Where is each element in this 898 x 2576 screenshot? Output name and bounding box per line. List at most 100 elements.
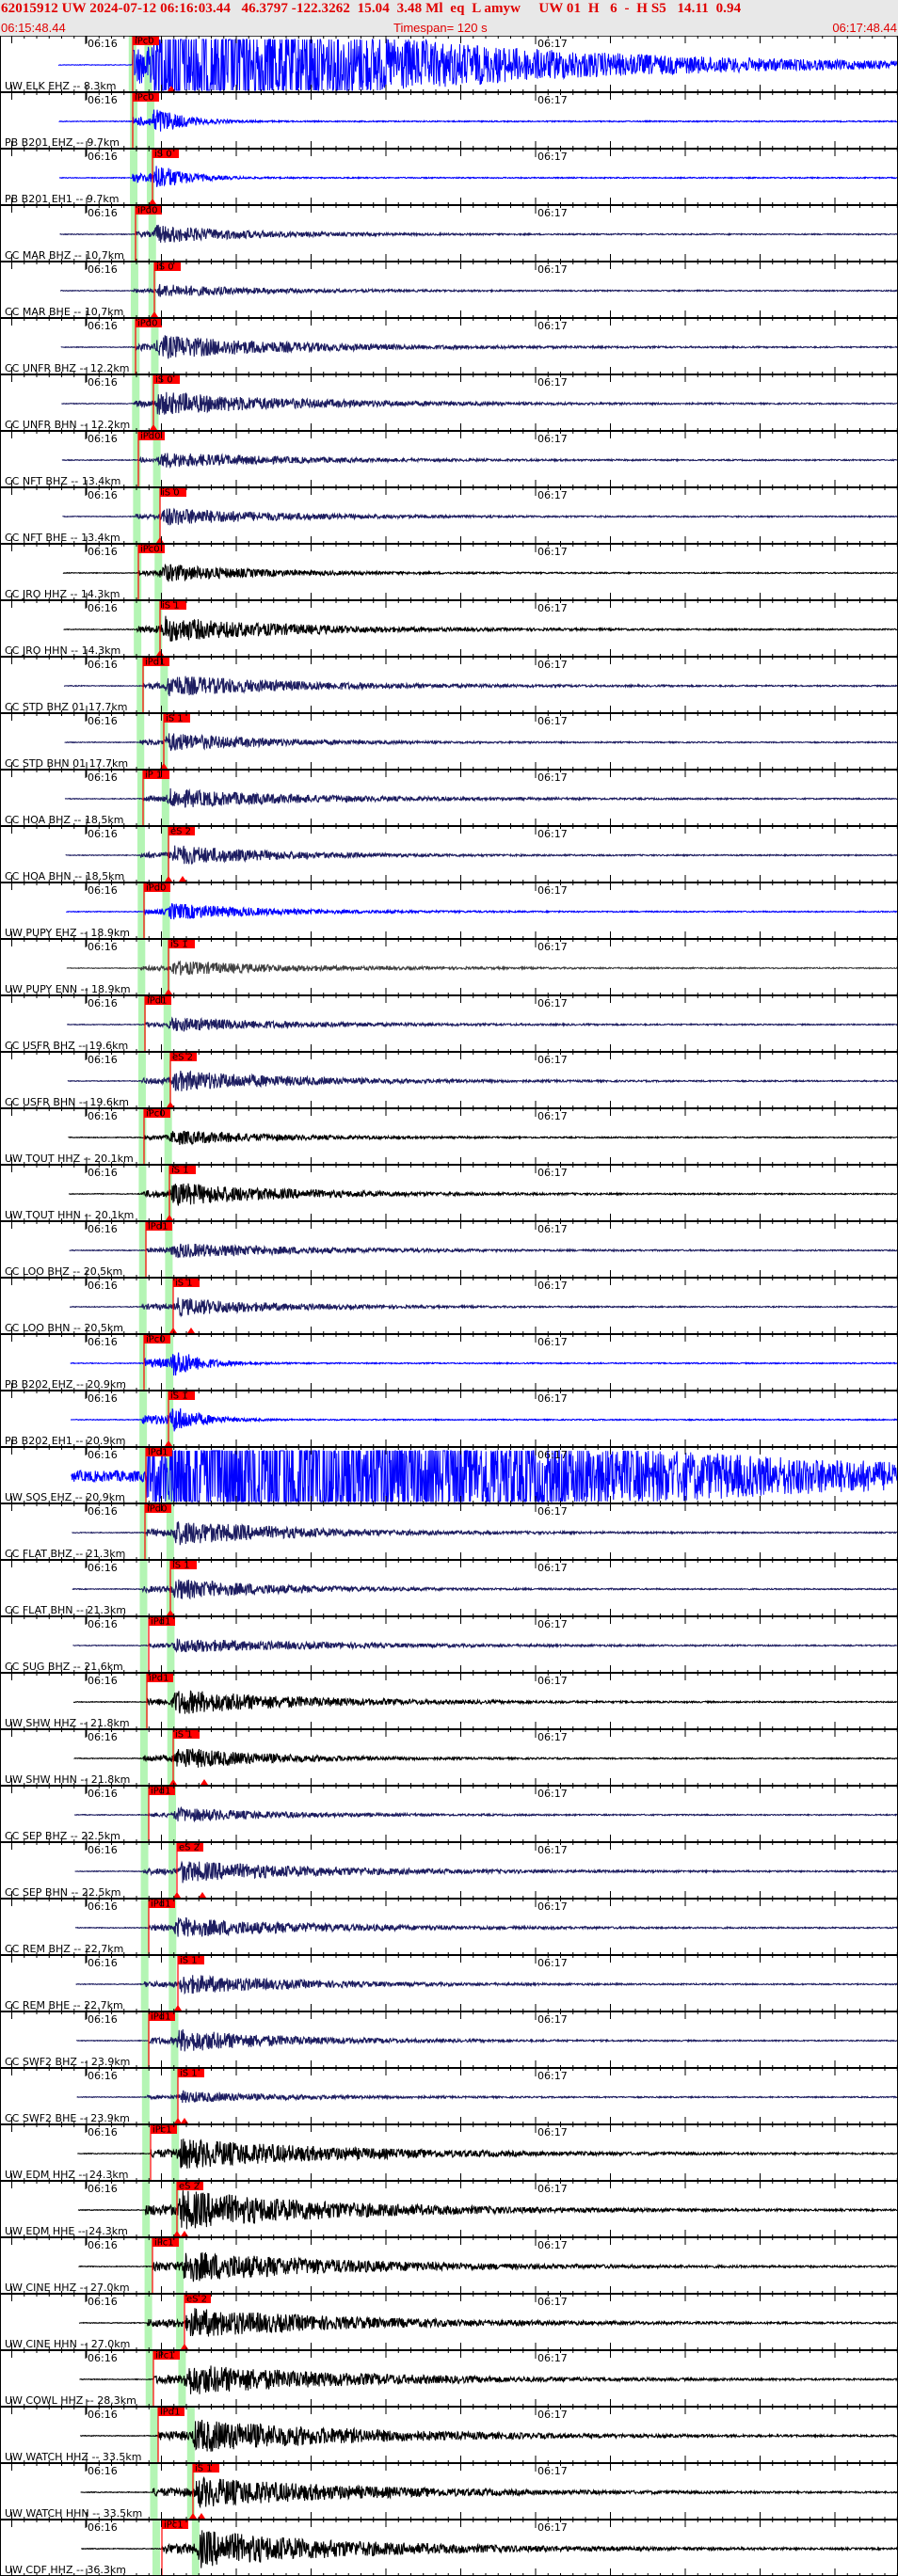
pick-label[interactable]: iS 1 — [180, 2069, 198, 2079]
pick-label[interactable]: eS 2 — [170, 827, 191, 837]
pick-label[interactable]: iS 1 — [175, 1279, 193, 1289]
pick-label[interactable]: iS 1 — [172, 1561, 190, 1571]
pick-box — [158, 2407, 184, 2416]
pick-label[interactable]: iS 1 — [171, 1166, 189, 1176]
trace-panel: iPd1 06:16 06:17 CC USFR BHZ -- 19.6km — [5, 995, 898, 1052]
trace-panel: iPd0 06:16 06:17 CC UNFR BHZ -- 12.2km — [5, 318, 898, 374]
waveform — [71, 1449, 898, 1503]
pick-label[interactable]: iPd1 — [151, 2012, 171, 2023]
pick-label[interactable]: eS 2 — [179, 1843, 200, 1853]
panel-separator — [0, 2456, 898, 2471]
trace-panel: iS 1 06:16 06:17 UW TOUT HHN -- 20.1km — [5, 1165, 898, 1221]
amplitude-marker-icon — [168, 86, 175, 91]
trace-panel: iPd1 06:16 06:17 UW SHW HHZ -- 21.8km — [5, 1673, 898, 1729]
pick-label[interactable]: iS 1 — [162, 601, 180, 612]
pick-label[interactable]: iPc1 — [155, 2351, 175, 2361]
time-tick-label: 06:17 — [537, 2239, 568, 2251]
time-tick-label: 06:16 — [88, 771, 118, 784]
time-tick-label: 06:16 — [88, 659, 118, 671]
predicted-p-band — [150, 2407, 158, 2463]
pick-label[interactable]: iPd1 — [147, 996, 168, 1007]
waveform — [63, 615, 898, 642]
panel-separator — [0, 36, 898, 43]
panel-separator — [0, 1044, 898, 1059]
pick-box — [145, 995, 171, 1005]
panel-separator — [0, 2343, 898, 2358]
pick-label[interactable]: eS 2 — [186, 2295, 207, 2305]
panel-separator — [0, 1101, 898, 1116]
pick-label[interactable]: iS 0 — [154, 150, 172, 160]
pick-label[interactable]: iPd0 — [146, 883, 167, 894]
pick-label[interactable]: iPc1 — [152, 2125, 172, 2136]
pick-triangle-icon — [169, 1328, 177, 1333]
panel-separator — [0, 310, 898, 326]
pick-label[interactable]: iPc0 — [140, 545, 160, 555]
pick-label[interactable]: iS 1 — [175, 1730, 193, 1741]
trace-panel: eS 2 06:16 06:17 CC SEP BHN -- 22.5km — [5, 1842, 898, 1899]
pick-label[interactable]: iS 1 — [195, 2464, 213, 2474]
predicted-p-band — [142, 2124, 151, 2181]
pick-label[interactable]: eS 2 — [179, 2182, 200, 2192]
predicted-p-band — [141, 2068, 150, 2124]
pick-label[interactable]: iPd1 — [160, 2408, 181, 2418]
pick-label[interactable]: iS 0 — [155, 375, 173, 386]
predicted-p-band — [139, 1503, 148, 1560]
time-tick-label: 06:17 — [537, 151, 568, 163]
station-label: UW SHW HHZ -- 21.8km — [5, 1717, 130, 1729]
pick-label[interactable]: iPc1 — [154, 2238, 174, 2249]
panel-separator — [0, 762, 898, 777]
time-tick-label: 06:16 — [88, 2013, 118, 2026]
panel-separator — [0, 2173, 898, 2188]
pick-box — [177, 1842, 203, 1852]
pick-label[interactable]: iPd0 — [147, 1504, 168, 1515]
pick-triangle-icon — [165, 1440, 172, 1446]
predicted-s-band — [171, 2181, 180, 2237]
time-tick-label: 06:17 — [537, 1054, 568, 1066]
pick-label[interactable]: iPd1 — [148, 1222, 168, 1232]
pick-label[interactable]: iPd1 — [151, 1900, 171, 1910]
waveform — [73, 1748, 898, 1768]
time-tick-label: 06:17 — [537, 941, 568, 953]
pick-label[interactable]: iPc0 — [135, 37, 154, 47]
time-tick-label: 06:17 — [537, 1844, 568, 1856]
panel-separator — [0, 1609, 898, 1624]
waveform — [64, 733, 898, 752]
pick-label[interactable]: eS 2 — [172, 1053, 193, 1063]
pick-label[interactable]: iS 1 — [180, 1956, 198, 1966]
trace-panel: iS 0 06:16 06:17 CC UNFR BHN -- 12.2km — [5, 374, 898, 431]
waveform — [59, 224, 898, 243]
waveform — [61, 453, 898, 469]
pick-label[interactable]: iS 1 — [170, 940, 188, 950]
pick-label[interactable]: iPc0 — [146, 1109, 166, 1120]
pick-label[interactable]: iPd1 — [149, 1674, 169, 1684]
waveform — [72, 1690, 898, 1714]
pick-label[interactable]: iS 0 — [162, 488, 180, 499]
pick-label[interactable]: iPd1 — [148, 1448, 168, 1458]
time-tick-label: 06:16 — [88, 433, 118, 445]
predicted-p-band — [140, 1899, 149, 1955]
pick-label[interactable]: iPc1 — [164, 2520, 184, 2531]
pick-label[interactable]: iPd1 — [151, 1617, 171, 1628]
time-tick-label: 06:17 — [537, 1618, 568, 1630]
time-tick-label: 06:16 — [88, 715, 118, 727]
pick-label[interactable]: iS 0 — [156, 262, 174, 273]
pick-label[interactable]: iS 1 — [170, 1391, 188, 1402]
pick-label[interactable]: iS 1 — [166, 714, 184, 724]
pick-label[interactable]: iP 1 — [145, 771, 162, 781]
pick-label[interactable]: iPd0 — [140, 432, 161, 442]
pick-label[interactable]: iPd0 — [137, 206, 158, 216]
predicted-p-band — [137, 1052, 146, 1108]
pick-label[interactable]: iPc0 — [135, 93, 154, 103]
pick-box — [169, 1165, 196, 1174]
pick-label[interactable]: iPc0 — [146, 1335, 166, 1345]
predicted-s-band — [166, 1334, 174, 1391]
trace-panel: iS 1 06:16 06:17 CC JRO HHN -- 14.3km — [5, 600, 898, 657]
trace-panel: eS 2 06:16 06:17 UW CINE HHN -- 27.0km — [5, 2294, 898, 2350]
pick-label[interactable]: iPd1 — [145, 658, 166, 668]
predicted-s-band — [167, 1729, 175, 1786]
pick-label[interactable]: iPd0 — [137, 319, 158, 329]
trace-panel: iS 1 06:16 06:17 CC LOO BHN -- 20.5km — [5, 1278, 898, 1334]
time-tick-label: 06:17 — [537, 320, 568, 332]
pick-label[interactable]: iPd1 — [151, 1787, 171, 1797]
trace-panel: iP 1 06:16 06:17 CC HOA BHZ -- 18.5km — [5, 770, 898, 826]
